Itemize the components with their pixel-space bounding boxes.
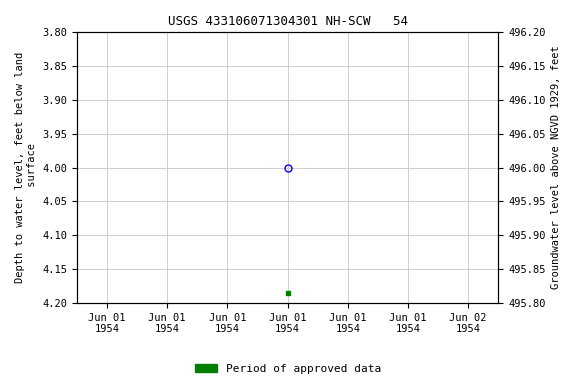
- Y-axis label: Groundwater level above NGVD 1929, feet: Groundwater level above NGVD 1929, feet: [551, 46, 561, 290]
- Title: USGS 433106071304301 NH-SCW   54: USGS 433106071304301 NH-SCW 54: [168, 15, 408, 28]
- Y-axis label: Depth to water level, feet below land
 surface: Depth to water level, feet below land su…: [15, 52, 37, 283]
- Legend: Period of approved data: Period of approved data: [191, 359, 385, 379]
